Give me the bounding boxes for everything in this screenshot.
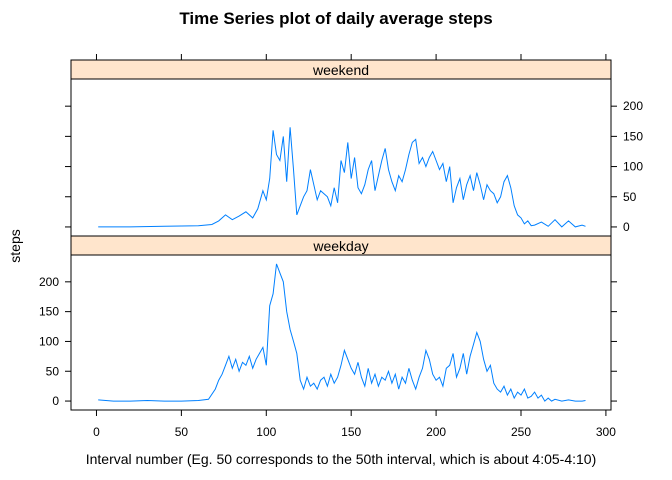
x-tick-label: 100: [256, 425, 276, 439]
series-line-weekend: [98, 127, 586, 228]
x-tick-label: 150: [341, 425, 361, 439]
y-tick-label-weekday: 200: [39, 275, 59, 289]
panel-strip-label-weekday: weekday: [312, 238, 368, 254]
panel-frame-weekend: [70, 78, 612, 237]
x-tick-label: 300: [596, 425, 616, 439]
y-tick-label-weekend: 200: [623, 99, 643, 113]
y-tick-label-weekday: 100: [39, 334, 59, 348]
y-tick-label-weekday: 0: [52, 394, 59, 408]
y-tick-label-weekend: 150: [623, 129, 643, 143]
panel-strip-label-weekend: weekend: [312, 62, 369, 78]
y-tick-label-weekday: 150: [39, 305, 59, 319]
series-line-weekday: [98, 263, 586, 402]
x-tick-label: 250: [511, 425, 531, 439]
chart-title: Time Series plot of daily average steps: [179, 9, 492, 28]
x-tick-label: 200: [426, 425, 446, 439]
y-tick-label-weekend: 100: [623, 160, 643, 174]
panel-group: weekend 0 50 100 150 200 weekday 0 50 100 150 200 0 5…: [39, 54, 643, 439]
y-tick-label-weekend: 50: [623, 190, 637, 204]
panel-frame-weekday: [70, 254, 612, 411]
y-tick-label-weekend: 0: [623, 220, 630, 234]
x-tick-label: 50: [175, 425, 189, 439]
y-tick-label-weekday: 50: [46, 364, 60, 378]
x-tick-label: 0: [93, 425, 100, 439]
x-axis-label: Interval number (Eg. 50 corresponds to t…: [86, 451, 597, 467]
y-axis-label: steps: [7, 229, 23, 262]
